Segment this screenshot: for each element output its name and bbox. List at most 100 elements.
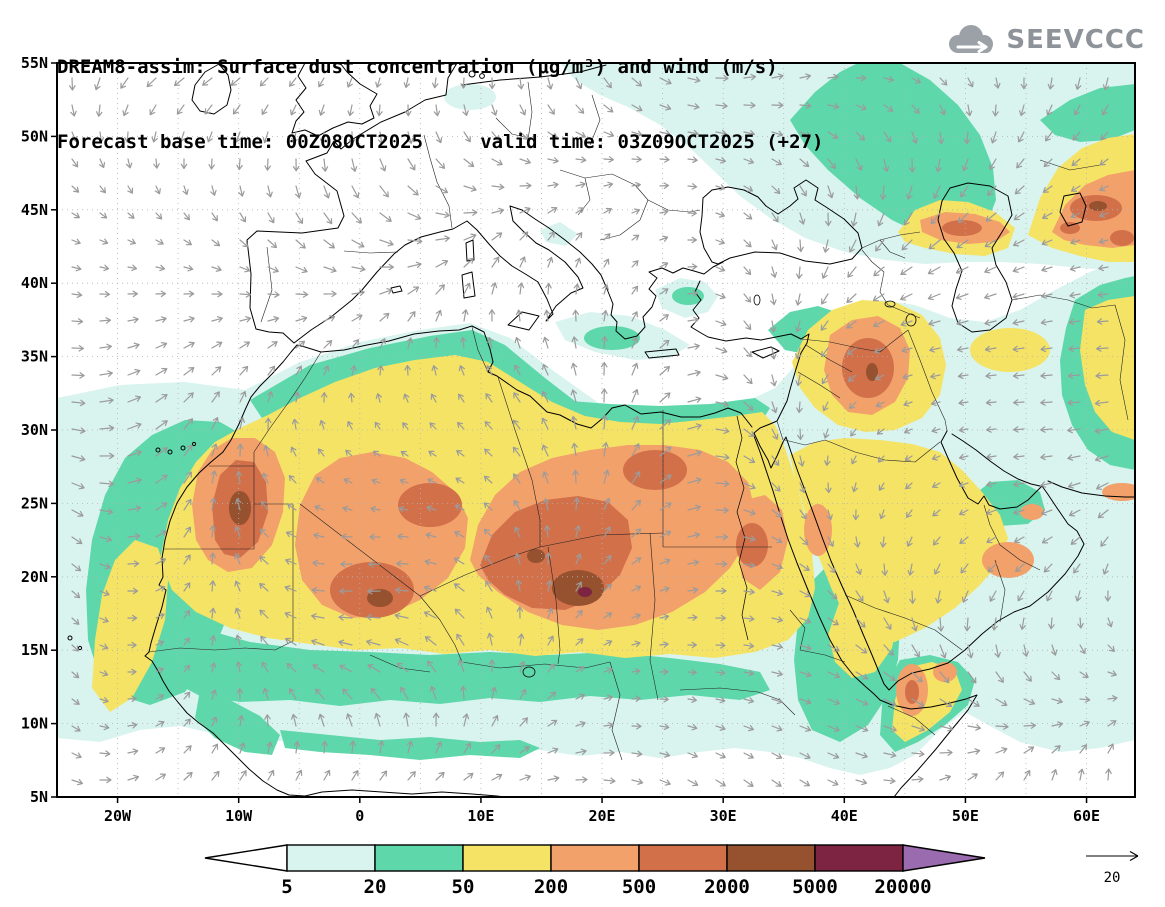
lon-tick-label: 20W xyxy=(104,807,132,825)
wind-arrow xyxy=(463,233,477,241)
wind-arrow xyxy=(95,104,103,117)
wind-arrow xyxy=(1042,212,1053,220)
wind-arrow xyxy=(715,614,726,622)
wind-arrow xyxy=(262,472,269,484)
wind-arrow xyxy=(603,722,614,729)
wind-arrow xyxy=(261,661,269,673)
wind-arrow xyxy=(435,284,445,295)
wind-arrow xyxy=(348,392,355,403)
wind-arrow xyxy=(312,664,325,673)
wind-arrow xyxy=(519,717,529,727)
wind-arrow xyxy=(573,283,581,295)
wind-arrow xyxy=(1040,509,1053,516)
wind-arrow xyxy=(743,669,755,677)
wind-arrow xyxy=(795,374,802,387)
wind-arrow xyxy=(267,341,278,349)
wind-arrow xyxy=(659,339,670,349)
wind-arrow xyxy=(155,342,168,349)
wind-arrow xyxy=(338,639,353,646)
wind-arrow xyxy=(827,158,836,170)
wind-arrow xyxy=(631,695,641,703)
wind-arrow xyxy=(1107,644,1115,652)
lake-tuz xyxy=(753,294,761,306)
wind-arrow xyxy=(1050,644,1058,656)
wind-arrow xyxy=(853,185,861,200)
wind-arrow xyxy=(513,499,521,511)
wind-arrow xyxy=(967,698,980,707)
wind-arrow xyxy=(575,638,584,646)
wind-arrow xyxy=(659,262,669,269)
wind-arrow xyxy=(394,612,409,620)
wind-arrow xyxy=(453,557,465,565)
wind-arrow xyxy=(743,239,752,248)
wind-arrow xyxy=(883,644,894,656)
wind-arrow xyxy=(687,156,698,163)
wind-arrow xyxy=(1012,372,1025,379)
wind-arrow xyxy=(407,212,422,221)
wind-arrow xyxy=(883,671,896,682)
wind-arrow xyxy=(155,238,164,245)
wind-arrow xyxy=(715,506,729,514)
wind-arrow xyxy=(1068,345,1081,352)
wind-arrow xyxy=(99,185,106,194)
wind-arrow xyxy=(1040,345,1053,353)
wind-arrow xyxy=(1047,77,1055,90)
wind-arrow xyxy=(963,131,971,145)
wind-arrow xyxy=(1098,264,1109,272)
wind-arrow xyxy=(238,185,245,197)
wind-arrow xyxy=(71,344,84,352)
wind-arrow xyxy=(964,617,971,632)
wind-arrow xyxy=(239,239,249,248)
wind-arrow xyxy=(771,697,783,705)
wind-arrow xyxy=(178,131,186,143)
wind-arrow xyxy=(519,688,527,700)
wind-arrow xyxy=(715,347,728,354)
wind-arrow xyxy=(407,185,419,196)
country-border xyxy=(423,134,453,229)
wind-arrow xyxy=(797,239,804,253)
wind-arrow xyxy=(127,722,138,729)
wind-arrow xyxy=(404,104,412,117)
wind-arrow xyxy=(1017,131,1025,143)
wind-arrow xyxy=(371,478,381,485)
wind-arrow xyxy=(955,266,969,274)
wind-arrow xyxy=(1079,644,1086,655)
wind-arrow xyxy=(1107,695,1118,702)
coastline-iran-gulf xyxy=(951,433,1041,487)
wind-arrow xyxy=(1107,743,1114,754)
coastline-africa-redsea-horn xyxy=(753,435,978,797)
wind-arrow xyxy=(956,345,969,353)
country-border xyxy=(260,246,273,323)
wind-arrow xyxy=(987,563,997,573)
wind-arrow xyxy=(351,770,359,781)
wind-arrow xyxy=(454,531,465,538)
wind-arrow xyxy=(1096,345,1109,352)
wind-arrow xyxy=(743,374,753,385)
wind-arrow xyxy=(855,74,867,82)
lat-tick-label: 50N xyxy=(21,127,48,145)
wind-arrow xyxy=(659,641,669,648)
wind-arrow xyxy=(603,639,613,646)
wind-arrow xyxy=(211,239,221,247)
wind-arrow xyxy=(1040,399,1053,406)
wind-arrow xyxy=(687,779,699,787)
wind-arrow xyxy=(71,238,81,245)
wind-arrow xyxy=(715,265,726,273)
country-border xyxy=(253,351,322,462)
wind-arrow xyxy=(771,536,783,544)
wind-arrow xyxy=(855,644,868,654)
wind-arrow xyxy=(267,365,276,376)
wind-arrow xyxy=(902,373,913,380)
wind-arrow xyxy=(295,365,303,376)
wind-arrow xyxy=(574,257,582,268)
wind-arrow xyxy=(956,319,969,326)
wind-arrow xyxy=(321,158,329,172)
wind-arrow xyxy=(799,779,811,787)
wind-arrow xyxy=(575,776,588,783)
wind-arrow xyxy=(955,293,969,300)
wind-arrow xyxy=(715,560,728,568)
wind-arrow xyxy=(514,336,521,349)
wind-arrow xyxy=(209,524,217,538)
wind-arrow xyxy=(547,207,558,214)
wind-arrow xyxy=(603,526,611,538)
